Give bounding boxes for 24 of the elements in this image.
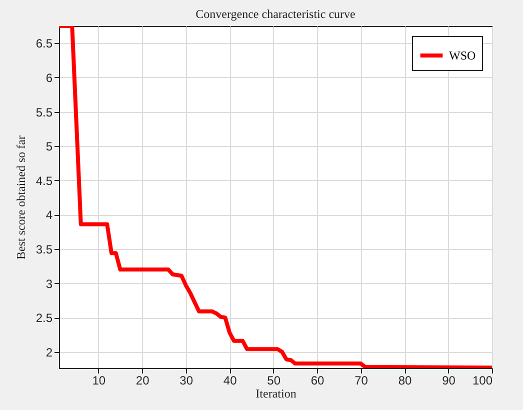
y-tick-label: 3.5	[36, 242, 53, 256]
y-tick-label: 4	[46, 208, 53, 222]
x-tick-label: 70	[354, 374, 368, 388]
y-tick-label: 2	[46, 345, 53, 360]
x-tick-label: 60	[310, 374, 325, 388]
y-tick-label: 4.5	[36, 174, 53, 188]
x-axis-title: Iteration	[256, 386, 296, 400]
x-tick-label: 80	[398, 374, 412, 388]
x-tick-label: 50	[267, 374, 281, 388]
y-tick-label: 5.5	[36, 105, 53, 120]
y-tick-label: 3	[46, 276, 53, 291]
x-tick-label: 10	[92, 374, 106, 388]
x-tick-label: 30	[180, 374, 194, 388]
legend-label: WSO	[449, 48, 476, 62]
chart-title: Convergence characteristic curve	[196, 7, 356, 21]
y-tick-label: 2.5	[36, 311, 53, 326]
y-tick-label: 6.5	[36, 36, 53, 51]
x-tick-label: 40	[223, 374, 238, 388]
y-tick-label: 5	[46, 140, 53, 154]
x-tick-label: 90	[442, 374, 456, 388]
x-tick-label: 100	[472, 374, 493, 388]
x-tick-label: 20	[136, 374, 150, 388]
y-axis-title: Best score obtained so far	[14, 136, 28, 260]
y-tick-label: 6	[46, 70, 53, 85]
